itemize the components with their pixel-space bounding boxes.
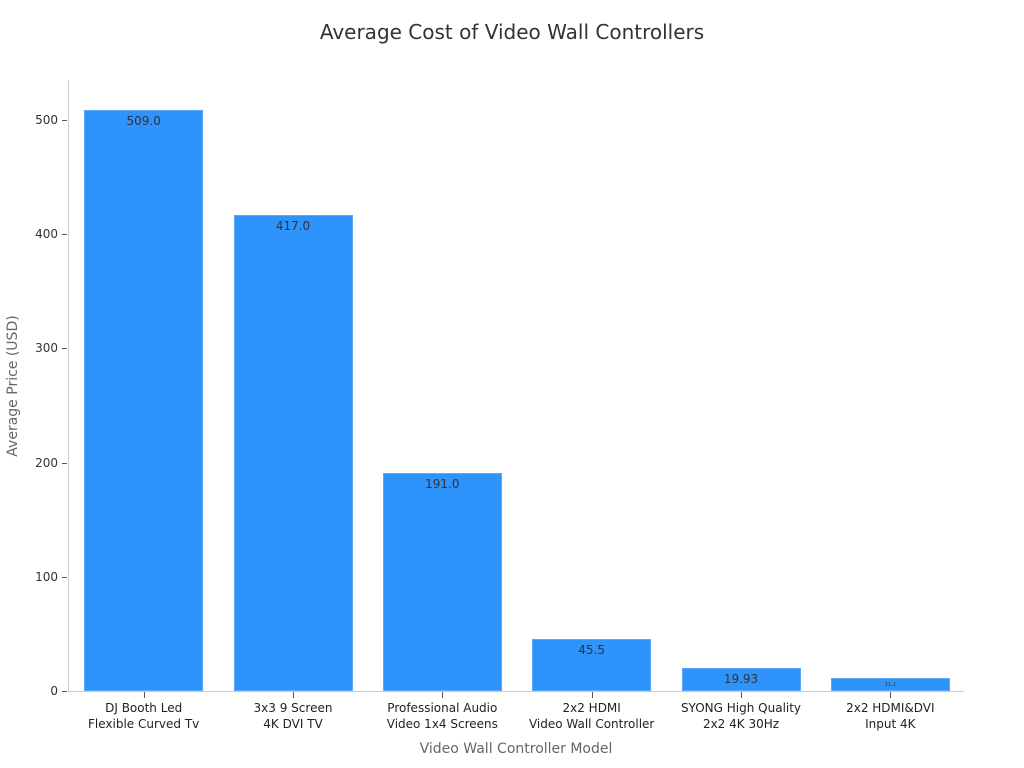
y-tick-label: 0 xyxy=(50,684,58,698)
x-tick-label: DJ Booth Led Flexible Curved Tv xyxy=(88,701,200,731)
bar-value-label: 509.0 xyxy=(126,113,161,128)
y-tick xyxy=(62,462,67,464)
y-tick xyxy=(62,234,67,236)
x-tick-label: SYONG High Quality 2x2 4K 30Hz xyxy=(680,701,802,731)
bar[interactable]: 11.2 xyxy=(830,678,950,691)
y-tick-label: 400 xyxy=(35,227,58,242)
bar[interactable]: 417.0 xyxy=(233,214,353,691)
bar[interactable]: 45.5 xyxy=(532,639,652,691)
x-tick xyxy=(143,692,145,698)
y-tick xyxy=(62,348,67,350)
bar-value-label: 19.93 xyxy=(723,672,759,687)
y-tick-label: 500 xyxy=(35,113,58,127)
x-tick-label: 3x3 9 Screen 4K DVI TV xyxy=(253,701,333,731)
x-tick-label: 2x2 HDMI&DVI Input 4K xyxy=(846,701,935,731)
y-tick xyxy=(62,691,67,692)
x-tick xyxy=(591,692,593,698)
x-tick-label: 2x2 HDMI Video Wall Controller xyxy=(528,701,655,731)
y-axis-label: Average Price (USD) xyxy=(5,315,21,457)
x-axis-line xyxy=(68,691,964,692)
bar[interactable]: 191.0 xyxy=(382,472,502,691)
x-tick xyxy=(442,692,444,698)
bar-value-label: 417.0 xyxy=(275,218,311,233)
bar[interactable]: 19.93 xyxy=(681,668,801,691)
bar-value-label: 45.5 xyxy=(578,643,606,658)
chart-title: Average Cost of Video Wall Controllers xyxy=(319,20,705,44)
y-tick-label: 300 xyxy=(35,341,58,356)
x-tick-label: Professional Audio Video 1x4 Screens xyxy=(386,701,498,731)
y-tick-label: 100 xyxy=(35,569,58,584)
x-axis-label: Video Wall Controller Model xyxy=(419,741,613,757)
x-tick xyxy=(293,692,294,698)
bar-value-label: 191.0 xyxy=(425,476,460,491)
bar[interactable]: 509.0 xyxy=(84,109,204,691)
x-tick xyxy=(741,692,742,698)
bar-value-label: 11.2 xyxy=(884,682,896,689)
y-tick xyxy=(62,120,67,121)
y-tick-label: 200 xyxy=(35,455,58,470)
y-axis-line xyxy=(68,80,69,692)
plot-area: 0 100 200 300 400 500 509.0 DJ Booth Led Flexib… xyxy=(35,80,964,731)
y-tick xyxy=(62,576,67,578)
x-tick xyxy=(890,692,892,698)
